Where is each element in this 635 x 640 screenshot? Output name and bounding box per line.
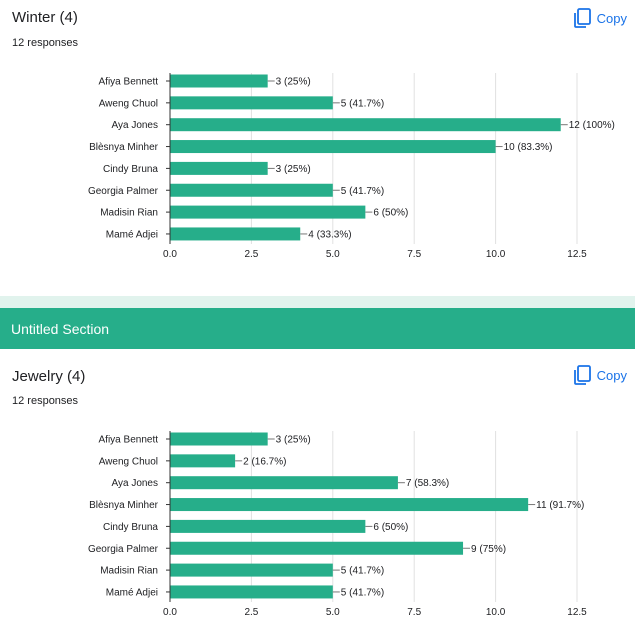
category-label: Afiya Bennett xyxy=(99,435,159,446)
category-label: Mamé Adjei xyxy=(106,587,158,598)
bar xyxy=(170,585,333,599)
x-tick-label: 7.5 xyxy=(407,249,421,260)
data-label: 5 (41.7%) xyxy=(341,587,384,598)
data-label: 5 (41.7%) xyxy=(341,186,384,197)
category-label: Madisin Rian xyxy=(100,566,158,577)
x-tick-label: 2.5 xyxy=(244,607,258,618)
x-tick-label: 0.0 xyxy=(163,249,177,260)
copy-label: Copy xyxy=(596,367,627,383)
copy-button[interactable]: Copy xyxy=(573,363,627,387)
bar xyxy=(170,541,464,555)
category-label: Georgia Palmer xyxy=(88,544,159,555)
response-count: 12 responses xyxy=(12,37,79,49)
x-tick-label: 5.0 xyxy=(326,607,340,618)
category-label: Blèsnya Minher xyxy=(89,500,159,511)
bar-chart: 0.0 2.5 5.0 7.5 10.0 12.5 Afiya Bennett 3 (25%)… xyxy=(88,431,587,618)
question-title: Jewelry (4) xyxy=(12,368,86,385)
x-tick-label: 7.5 xyxy=(407,607,421,618)
bar xyxy=(170,454,236,468)
response-count: 12 responses xyxy=(12,395,79,407)
bar xyxy=(170,498,529,512)
data-label: 3 (25%) xyxy=(276,435,311,446)
bar xyxy=(170,74,268,88)
bar xyxy=(170,205,366,219)
bar xyxy=(170,161,268,175)
category-label: Madisin Rian xyxy=(100,208,158,219)
category-label: Blèsnya Minher xyxy=(89,142,159,153)
bar xyxy=(170,432,268,446)
section-header: Untitled Section xyxy=(0,308,635,349)
bar xyxy=(170,118,561,132)
category-label: Aweng Chuol xyxy=(99,98,158,109)
data-label: 6 (50%) xyxy=(373,522,408,533)
bar xyxy=(170,476,398,490)
bar xyxy=(170,183,333,197)
category-label: Cindy Bruna xyxy=(103,164,158,175)
x-tick-label: 5.0 xyxy=(326,249,340,260)
copy-icon xyxy=(573,8,591,28)
section-title: Untitled Section xyxy=(11,320,110,337)
copy-icon xyxy=(573,365,591,385)
data-label: 7 (58.3%) xyxy=(406,478,449,489)
data-label: 12 (100%) xyxy=(569,120,615,131)
category-label: Afiya Bennett xyxy=(99,77,159,88)
copy-button[interactable]: Copy xyxy=(573,6,627,30)
bar xyxy=(170,227,301,241)
x-tick-label: 0.0 xyxy=(163,607,177,618)
bar xyxy=(170,563,333,577)
category-label: Aya Jones xyxy=(111,120,158,131)
data-label: 2 (16.7%) xyxy=(243,456,286,467)
data-label: 11 (91.7%) xyxy=(536,500,584,511)
bar xyxy=(170,519,366,533)
category-label: Cindy Bruna xyxy=(103,522,158,533)
data-label: 3 (25%) xyxy=(276,164,311,175)
data-label: 6 (50%) xyxy=(373,208,408,219)
copy-label: Copy xyxy=(596,10,627,26)
x-tick-label: 10.0 xyxy=(486,249,506,260)
data-label: 9 (75%) xyxy=(471,544,506,555)
x-tick-label: 10.0 xyxy=(486,607,506,618)
category-label: Aya Jones xyxy=(111,478,158,489)
section-gap xyxy=(0,296,635,308)
bar xyxy=(170,140,496,154)
bar xyxy=(170,96,333,110)
question-card-jewelry: Jewelry (4) 12 responses Copy 0.0 2.5 5.0 7… xyxy=(0,349,635,640)
question-card-winter: Winter (4) 12 responses Copy 0.0 2.5 5.0 7.… xyxy=(0,0,635,296)
data-label: 5 (41.7%) xyxy=(341,566,384,577)
data-label: 10 (83.3%) xyxy=(504,142,553,153)
x-tick-label: 12.5 xyxy=(567,607,587,618)
category-label: Mamé Adjei xyxy=(106,229,158,240)
data-label: 3 (25%) xyxy=(276,77,311,88)
category-label: Georgia Palmer xyxy=(88,186,159,197)
data-label: 5 (41.7%) xyxy=(341,98,384,109)
x-tick-label: 2.5 xyxy=(244,249,258,260)
bar-chart: 0.0 2.5 5.0 7.5 10.0 12.5 Afiya Bennett 3 (25%)… xyxy=(88,73,615,260)
data-label: 4 (33.3%) xyxy=(308,229,351,240)
category-label: Aweng Chuol xyxy=(99,456,158,467)
question-title: Winter (4) xyxy=(12,9,78,26)
x-tick-label: 12.5 xyxy=(567,249,587,260)
